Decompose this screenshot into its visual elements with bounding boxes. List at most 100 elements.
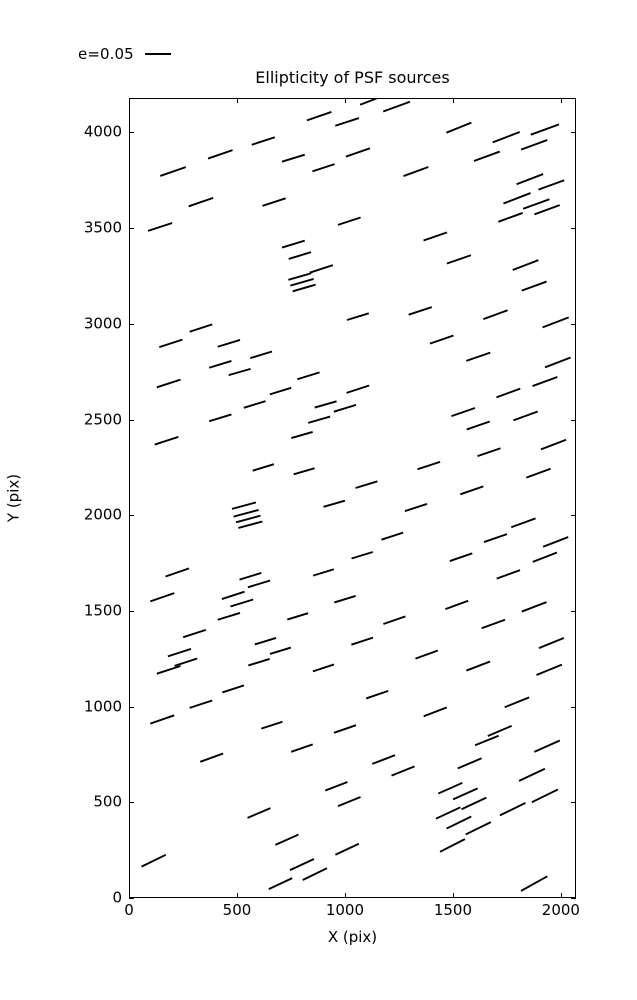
y-tick-label: 500	[93, 792, 122, 811]
whisker	[538, 637, 565, 650]
whisker	[199, 752, 224, 763]
whisker	[474, 734, 499, 747]
whisker	[228, 367, 251, 377]
whisker	[159, 166, 187, 177]
whisker	[359, 99, 378, 106]
whisker	[498, 212, 523, 223]
whisker	[452, 787, 479, 801]
whisker	[473, 150, 501, 162]
whisker	[288, 272, 312, 281]
whisker	[182, 628, 207, 639]
whisker	[141, 853, 167, 868]
whisker	[520, 875, 548, 892]
whisker	[231, 501, 257, 510]
whisker	[466, 660, 491, 672]
whisker	[302, 867, 328, 881]
whisker	[262, 197, 286, 207]
whisker	[533, 739, 561, 753]
whisker	[483, 533, 508, 543]
whisker	[324, 781, 348, 792]
whisker	[314, 400, 337, 409]
whisker	[233, 509, 259, 518]
whisker	[217, 339, 241, 348]
whisker	[167, 647, 192, 658]
whisker	[189, 323, 213, 333]
whisker	[446, 121, 472, 134]
whisker	[222, 684, 245, 694]
whisker	[312, 163, 335, 173]
whisker	[536, 663, 563, 676]
whisker	[297, 371, 320, 381]
y-tick-label: 1000	[83, 697, 122, 716]
whisker	[477, 447, 501, 458]
whisker	[531, 788, 559, 804]
whisker	[306, 111, 332, 122]
plot-frame	[129, 98, 576, 898]
whisker	[165, 567, 190, 578]
whisker	[333, 403, 357, 413]
whisker	[538, 179, 565, 191]
whisker	[371, 754, 396, 765]
whisker	[158, 338, 183, 349]
whisker	[251, 136, 276, 146]
whisker	[261, 720, 283, 730]
whisker	[461, 796, 487, 811]
whisker	[309, 264, 334, 274]
whisker	[540, 438, 567, 451]
whisker	[446, 815, 472, 830]
whisker	[247, 579, 271, 589]
whisker	[518, 767, 546, 782]
whisker	[496, 569, 521, 580]
whisker	[544, 356, 571, 369]
whisker	[288, 251, 312, 260]
whisker	[290, 277, 314, 287]
whisker	[423, 706, 448, 718]
whisker	[346, 384, 370, 394]
whisker	[499, 802, 526, 817]
whisker	[481, 618, 506, 630]
whisker	[269, 386, 292, 396]
whisker	[281, 239, 306, 249]
whisker	[346, 312, 370, 321]
legend-label: e=0.05	[78, 44, 134, 63]
whisker	[415, 649, 439, 660]
y-tick-label: 2500	[83, 410, 122, 429]
y-tick-label: 3000	[83, 314, 122, 333]
ellipticity-scale-legend: e=0.05	[78, 42, 171, 66]
x-tick-label: 1000	[325, 901, 365, 919]
whisker	[230, 598, 254, 608]
x-tick-label: 2000	[541, 901, 580, 919]
whisker	[423, 231, 448, 242]
whisker	[435, 806, 461, 820]
whisker	[156, 378, 181, 389]
whisker	[351, 636, 374, 646]
whisker	[291, 431, 313, 439]
whisker	[417, 460, 441, 471]
whisker	[492, 131, 521, 144]
whisker	[465, 351, 491, 362]
whisker	[147, 222, 173, 232]
page-title: Ellipticity of PSF sources	[255, 68, 450, 87]
whisker	[522, 198, 550, 210]
whisker	[287, 612, 309, 621]
whisker	[437, 781, 463, 795]
whisker	[334, 842, 360, 856]
whisker	[292, 283, 316, 293]
whisker	[312, 568, 335, 577]
whisker	[248, 658, 270, 667]
x-tick-label: 0	[124, 901, 134, 919]
whisker	[365, 689, 389, 700]
y-tick-label: 2000	[83, 505, 122, 524]
whisker	[496, 387, 521, 399]
whisker	[337, 796, 361, 807]
whisker	[189, 699, 213, 709]
whisker	[446, 254, 472, 265]
x-tick-label: 500	[222, 901, 252, 919]
whisker	[289, 858, 315, 871]
x-tick-label: 1500	[433, 901, 472, 919]
whisker	[465, 821, 492, 836]
whisker	[404, 503, 428, 513]
whisker	[351, 551, 374, 560]
whisker	[281, 153, 306, 163]
whisker	[337, 216, 361, 226]
